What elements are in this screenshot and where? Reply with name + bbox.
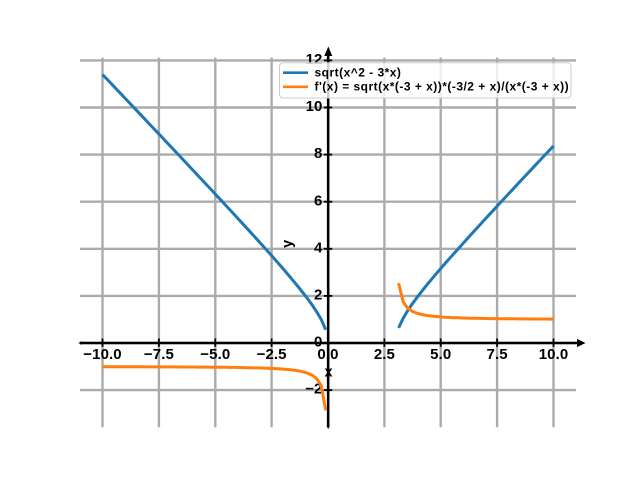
svg-text:−5.0: −5.0 bbox=[200, 346, 230, 363]
svg-text:−2.5: −2.5 bbox=[257, 346, 287, 363]
svg-text:y: y bbox=[280, 240, 296, 248]
svg-text:2: 2 bbox=[314, 287, 322, 304]
svg-text:10: 10 bbox=[306, 98, 323, 115]
svg-text:−7.5: −7.5 bbox=[144, 346, 174, 363]
svg-text:f'(x) = sqrt(x*(-3 + x))*(-3/2: f'(x) = sqrt(x*(-3 + x))*(-3/2 + x)/(x*(… bbox=[315, 80, 570, 94]
svg-text:sqrt(x^2 - 3*x): sqrt(x^2 - 3*x) bbox=[315, 66, 402, 80]
svg-text:5.0: 5.0 bbox=[430, 346, 451, 363]
svg-text:4: 4 bbox=[314, 239, 323, 256]
svg-text:8: 8 bbox=[314, 145, 322, 162]
svg-text:6: 6 bbox=[314, 192, 322, 209]
svg-text:7.5: 7.5 bbox=[487, 346, 508, 363]
svg-text:−2: −2 bbox=[305, 381, 322, 398]
svg-text:10.0: 10.0 bbox=[539, 346, 569, 363]
svg-text:−10.0: −10.0 bbox=[83, 346, 121, 363]
svg-text:2.5: 2.5 bbox=[374, 346, 395, 363]
